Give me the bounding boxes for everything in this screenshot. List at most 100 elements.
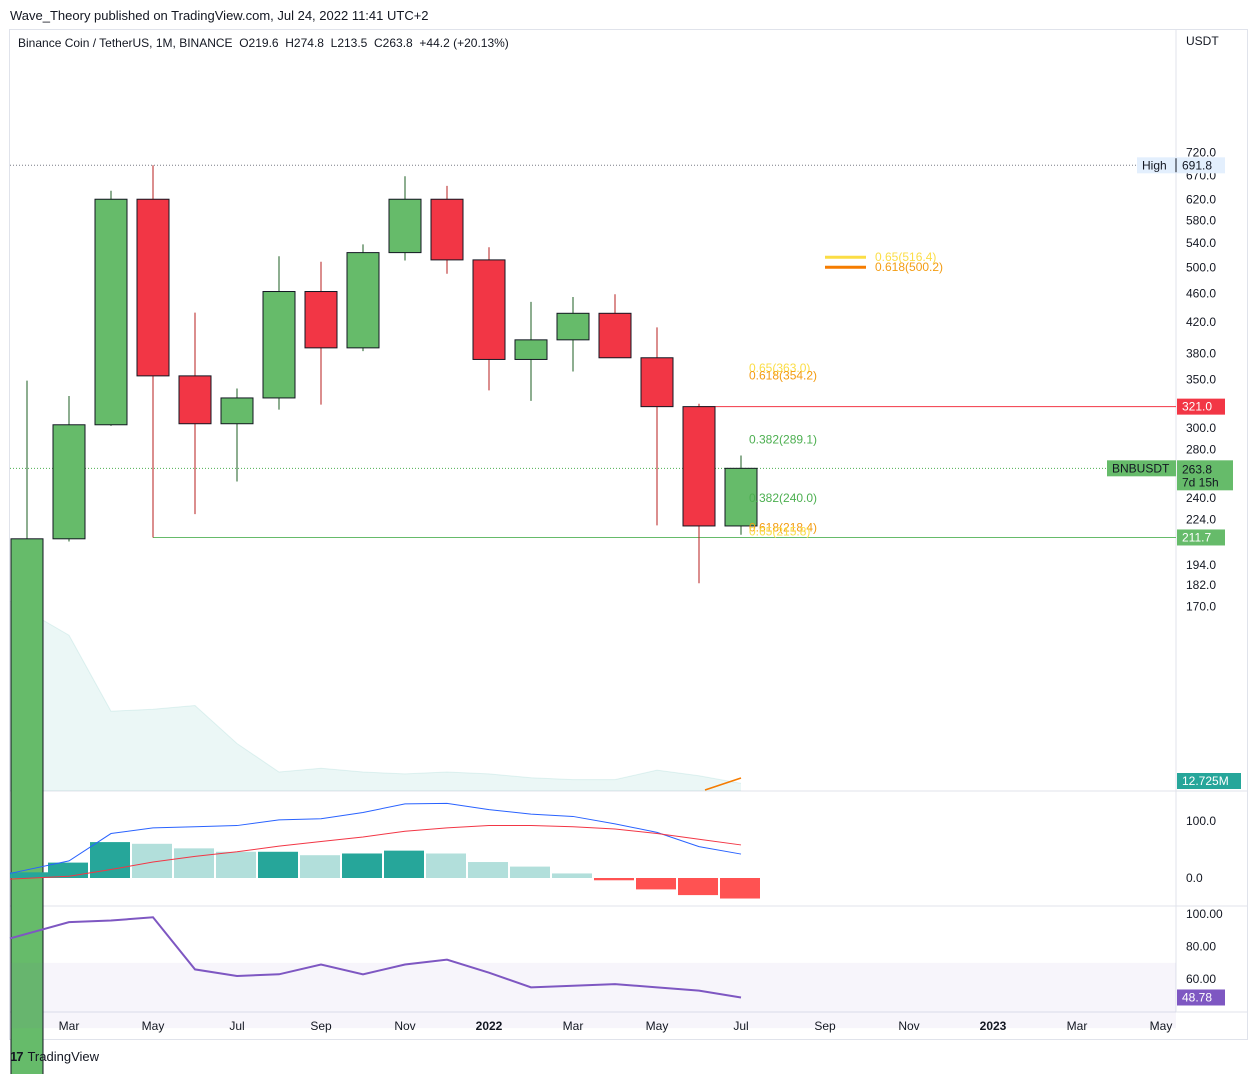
macd-histogram-bar <box>216 851 256 878</box>
volume-badge-bg <box>1177 773 1241 789</box>
price-tick-label: 580.0 <box>1186 214 1216 228</box>
time-tick-label: Nov <box>394 1019 415 1033</box>
time-axis: Mar May Jul Sep Nov 2022 Mar May Jul Sep Nov 2023 Ma… <box>59 1019 1173 1033</box>
candle-body <box>598 312 632 359</box>
candle-body <box>388 198 422 254</box>
candle-body <box>220 397 254 425</box>
legend-low: L213.5 <box>330 36 368 50</box>
price-tick-label: 300.0 <box>1186 421 1216 435</box>
time-tick-label: Jul <box>229 1019 244 1033</box>
candles <box>10 165 758 1074</box>
candle-body <box>640 357 674 408</box>
macd-line <box>9 802 742 874</box>
time-tick-label: May <box>142 1019 165 1033</box>
grid-lines <box>10 30 1248 1013</box>
macd-tick-label: 100.0 <box>1186 814 1216 828</box>
legend-change: +44.2 (+20.13%) <box>419 36 509 50</box>
last-price-symbol-bg <box>1107 460 1176 477</box>
candle-body <box>346 252 380 349</box>
macd-histogram-bar <box>678 878 718 896</box>
price-tick-label: 182.0 <box>1186 578 1216 592</box>
volume-shade <box>10 601 741 791</box>
rsi-pane: 100.00 80.00 60.00 <box>9 907 1223 1029</box>
fib-label: 0.65(516.4) <box>875 250 936 264</box>
price-tick-label: 620.0 <box>1186 193 1216 207</box>
macd-histogram-bar <box>132 843 172 878</box>
price-tick-label: 460.0 <box>1186 287 1216 301</box>
volume-area <box>9 600 742 791</box>
rsi-tick-label: 60.00 <box>1186 972 1216 986</box>
price-tick-label: 380.0 <box>1186 347 1216 361</box>
candle-body <box>430 198 464 261</box>
price-axis: USDT720.0670.0620.0580.0540.0500.0460.04… <box>1186 34 1219 613</box>
high-label: High <box>1142 158 1167 172</box>
time-tick-label: May <box>646 1019 669 1033</box>
volume-line <box>9 600 742 784</box>
symbol-legend: Binance Coin / TetherUS, 1M, BINANCE O21… <box>18 36 509 50</box>
price-tick-label: 280.0 <box>1186 443 1216 457</box>
high-value-badge: 691.8 <box>1182 158 1212 172</box>
last-price-value: 263.8 <box>1182 462 1212 476</box>
time-tick-label: Mar <box>59 1019 80 1033</box>
legend-high: H274.8 <box>285 36 324 50</box>
macd-histogram-bar <box>426 853 466 878</box>
high-value-badge-bg <box>1177 157 1225 174</box>
rsi-value-badge: 48.78 <box>1182 990 1212 1004</box>
macd-histogram-bar <box>510 866 550 878</box>
price-tick-label: 500.0 <box>1186 260 1216 274</box>
candle-body <box>682 406 716 527</box>
legend-symbol: Binance Coin / TetherUS, 1M, BINANCE <box>18 36 233 50</box>
macd-histogram-bar <box>342 853 382 878</box>
candle-body <box>304 291 338 349</box>
macd-histogram-bar <box>384 850 424 878</box>
macd-tick-label: 0.0 <box>1186 871 1203 885</box>
fib-label: 0.382(289.1) <box>749 433 817 447</box>
time-tick-label: 2023 <box>980 1019 1007 1033</box>
signal-line <box>9 825 742 880</box>
time-tick-label: Jul <box>733 1019 748 1033</box>
level-badge-321-bg <box>1177 398 1225 415</box>
price-tick-label: 224.0 <box>1186 513 1216 527</box>
price-tick-label: 194.0 <box>1186 558 1216 572</box>
rsi-value-badge-bg <box>1177 989 1225 1006</box>
tradingview-logo-icon: 17 <box>10 1049 24 1064</box>
candle-body <box>472 259 506 360</box>
macd-histogram-bar <box>174 848 214 878</box>
publisher-header: Wave_Theory published on TradingView.com… <box>10 8 429 23</box>
volume-ma-line <box>704 777 742 791</box>
time-tick-label: May <box>1150 1019 1173 1033</box>
last-price-symbol: BNBUSDT <box>1112 461 1170 475</box>
time-tick-label: Sep <box>814 1019 836 1033</box>
candle-body <box>52 424 86 540</box>
fib-label: 0.618(218.4) <box>749 521 817 535</box>
time-tick-label: Sep <box>310 1019 332 1033</box>
price-tick-label: 170.0 <box>1186 599 1216 613</box>
currency-label: USDT <box>1186 34 1219 48</box>
fib-label: 0.382(240.0) <box>749 491 817 505</box>
logo-text: TradingView <box>27 1049 100 1064</box>
last-price-countdown: 7d 15h <box>1182 475 1219 489</box>
macd-pane: 100.0 0.0 <box>9 802 1216 899</box>
rsi-band <box>10 962 1176 1029</box>
fibonacci-labels: 0.65(516.4)0.618(500.2)0.65(363.0)0.618(… <box>749 250 943 538</box>
macd-histogram-bar <box>636 878 676 890</box>
price-tick-label: 540.0 <box>1186 236 1216 250</box>
macd-histogram-bar <box>258 851 298 878</box>
macd-histogram-bar <box>552 873 592 878</box>
tradingview-logo[interactable]: 17 TradingView <box>10 1049 99 1064</box>
candle-body <box>556 312 590 341</box>
fib-label: 0.65(215.8) <box>749 524 810 538</box>
price-tick-label: 420.0 <box>1186 315 1216 329</box>
rsi-tick-label: 100.00 <box>1186 907 1223 921</box>
chart-frame[interactable] <box>9 29 1248 1040</box>
macd-histogram-bar <box>90 842 130 878</box>
candle-body <box>94 198 128 426</box>
time-tick-label: Nov <box>898 1019 919 1033</box>
fib-label: 0.65(363.0) <box>749 361 810 375</box>
legend-open: O219.6 <box>239 36 279 50</box>
level-badge-211: 211.7 <box>1182 530 1211 544</box>
candle-body <box>262 291 296 399</box>
price-tick-label: 240.0 <box>1186 491 1216 505</box>
level-badge-321: 321.0 <box>1182 400 1212 414</box>
